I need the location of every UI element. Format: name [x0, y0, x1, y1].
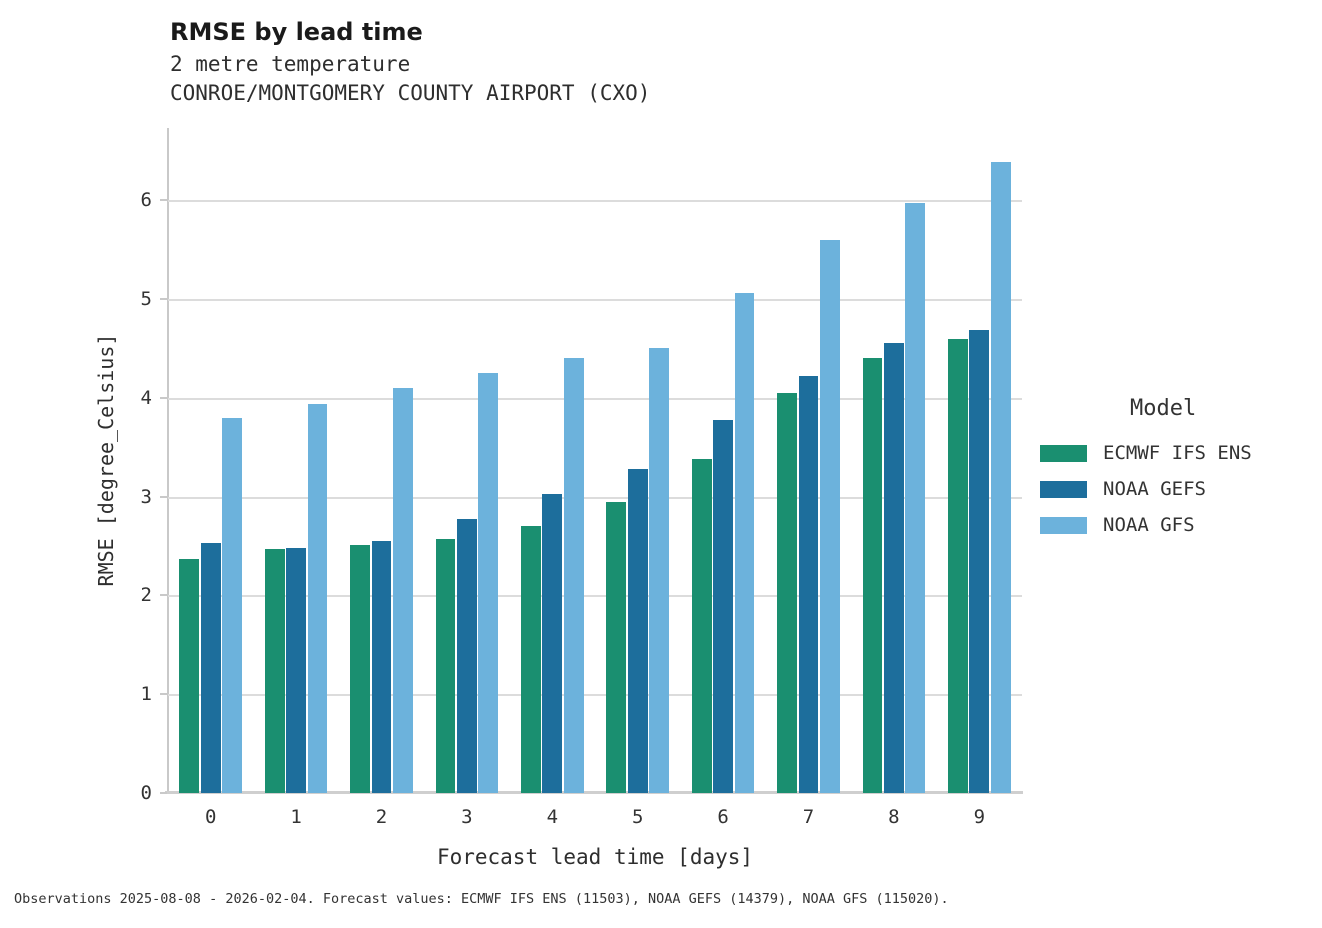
bar-noaa-gfs-lead-3	[478, 373, 499, 793]
gridline-y-5	[168, 298, 1022, 301]
y-tick-mark-1	[160, 693, 167, 696]
bar-noaa-gefs-lead-8	[883, 343, 904, 793]
gridline-y-2	[168, 595, 1022, 598]
x-tick-label-4: 4	[546, 806, 559, 828]
legend-item-ecmwf-ifs-ens: ECMWF IFS ENS	[1040, 435, 1315, 471]
y-tick-mark-4	[160, 396, 167, 399]
bar-ecmwf-ifs-ens-lead-1	[264, 548, 285, 793]
bar-noaa-gefs-lead-4	[542, 493, 563, 793]
bar-ecmwf-ifs-ens-lead-3	[435, 539, 456, 793]
bar-ecmwf-ifs-ens-lead-6	[691, 459, 712, 793]
bar-noaa-gefs-lead-6	[713, 419, 734, 793]
legend-title: Model	[1130, 396, 1197, 421]
x-tick-label-6: 6	[717, 806, 729, 828]
x-tick-label-0: 0	[204, 806, 217, 828]
bar-noaa-gfs-lead-5	[649, 348, 670, 793]
y-tick-label-6: 6	[140, 189, 152, 212]
legend-label-noaa-gfs: NOAA GFS	[1103, 514, 1195, 536]
x-tick-label-5: 5	[631, 806, 644, 828]
bar-noaa-gfs-lead-1	[307, 403, 328, 793]
legend-item-noaa-gefs: NOAA GEFS	[1040, 471, 1315, 507]
x-tick-label-9: 9	[973, 806, 986, 828]
bar-noaa-gefs-lead-2	[371, 541, 392, 793]
y-tick-mark-5	[160, 297, 167, 300]
x-axis-spine	[165, 791, 1023, 794]
bar-noaa-gfs-lead-6	[734, 293, 755, 793]
bar-ecmwf-ifs-ens-lead-5	[606, 501, 627, 793]
y-axis-spine	[167, 128, 169, 794]
y-tick-label-3: 3	[140, 485, 152, 508]
gridline-y-6	[168, 200, 1022, 203]
y-tick-mark-2	[160, 594, 167, 597]
bar-noaa-gefs-lead-9	[969, 329, 990, 793]
gridline-y-3	[168, 496, 1022, 499]
x-tick-label-3: 3	[461, 806, 473, 828]
x-tick-label-8: 8	[888, 806, 900, 828]
y-tick-label-1: 1	[140, 683, 152, 706]
chart-subtitle-variable: 2 metre temperature	[170, 52, 411, 76]
x-tick-label-2: 2	[375, 806, 388, 828]
x-axis-label: Forecast lead time [days]	[436, 845, 754, 869]
bar-noaa-gfs-lead-9	[990, 161, 1011, 793]
bar-ecmwf-ifs-ens-lead-9	[947, 339, 968, 793]
bar-noaa-gfs-lead-2	[392, 387, 413, 793]
y-tick-label-0: 0	[140, 782, 152, 804]
bar-ecmwf-ifs-ens-lead-7	[777, 392, 798, 793]
chart-subtitle-station: CONROE/MONTGOMERY COUNTY AIRPORT (CXO)	[170, 81, 651, 105]
legend-swatch-noaa-gfs	[1040, 516, 1087, 534]
y-tick-label-2: 2	[140, 584, 152, 607]
bar-noaa-gefs-lead-7	[798, 376, 819, 793]
y-tick-label-4: 4	[140, 386, 152, 409]
bar-noaa-gefs-lead-1	[286, 547, 307, 793]
y-tick-mark-3	[160, 495, 167, 498]
bar-noaa-gfs-lead-0	[222, 417, 243, 793]
bar-ecmwf-ifs-ens-lead-2	[350, 544, 371, 793]
footer-note: Observations 2025-08-08 - 2026-02-04. Fo…	[14, 891, 949, 907]
y-tick-label-5: 5	[140, 287, 152, 310]
bar-noaa-gefs-lead-3	[456, 519, 477, 793]
bar-noaa-gfs-lead-4	[563, 358, 584, 793]
bar-noaa-gfs-lead-7	[819, 239, 840, 793]
legend-item-noaa-gfs: NOAA GFS	[1040, 507, 1315, 543]
gridline-y-1	[168, 694, 1022, 697]
legend-label-noaa-gefs: NOAA GEFS	[1103, 478, 1206, 500]
bar-ecmwf-ifs-ens-lead-8	[862, 358, 883, 793]
bar-noaa-gfs-lead-8	[905, 203, 926, 793]
plot-area	[168, 128, 1022, 793]
bar-noaa-gefs-lead-5	[627, 468, 648, 793]
bar-ecmwf-ifs-ens-lead-4	[520, 526, 541, 793]
legend: Model ECMWF IFS ENS NOAA GEFS NOAA GFS	[1040, 396, 1315, 543]
x-tick-label-1: 1	[290, 806, 302, 828]
bar-noaa-gefs-lead-0	[200, 543, 221, 793]
legend-label-ecmwf-ifs-ens: ECMWF IFS ENS	[1103, 442, 1252, 464]
y-tick-mark-6	[160, 199, 167, 202]
gridline-y-4	[168, 397, 1022, 400]
y-tick-mark-0	[160, 792, 167, 794]
chart-title: RMSE by lead time	[170, 18, 423, 46]
legend-swatch-noaa-gefs	[1040, 480, 1087, 498]
legend-swatch-ecmwf-ifs-ens	[1040, 444, 1087, 462]
legend-items: ECMWF IFS ENS NOAA GEFS NOAA GFS	[1040, 435, 1315, 543]
x-tick-label-7: 7	[802, 806, 815, 828]
bar-ecmwf-ifs-ens-lead-0	[179, 558, 200, 793]
